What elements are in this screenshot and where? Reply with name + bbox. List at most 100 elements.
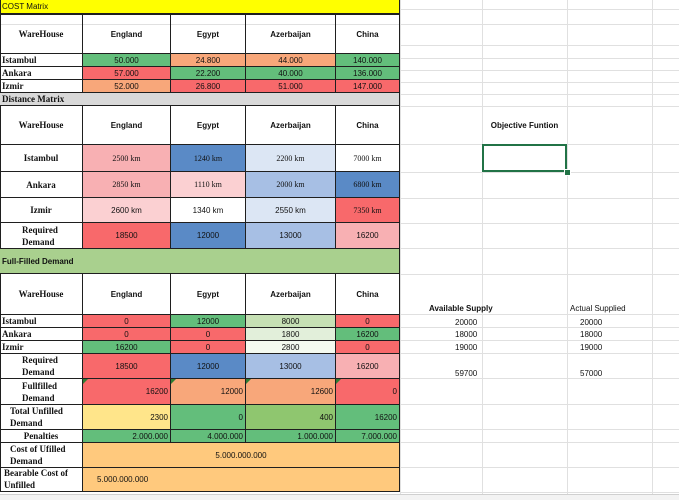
fulfilled-required-label[interactable]: Required Demand bbox=[0, 354, 83, 379]
distance-cell[interactable]: 2550 km bbox=[246, 198, 336, 223]
cost-cell[interactable]: 140.000 bbox=[336, 54, 400, 67]
fulfilled-row-label[interactable]: Ankara bbox=[0, 328, 83, 341]
distance-required-cell[interactable]: 13000 bbox=[246, 223, 336, 249]
distance-header-england[interactable]: England bbox=[83, 106, 171, 145]
fulfilled-required-cell[interactable]: 12000 bbox=[171, 354, 246, 379]
fulfilled-cell[interactable]: 8000 bbox=[246, 315, 336, 328]
unfilled-demand-cell[interactable]: 400 bbox=[246, 405, 336, 430]
fulfilled-header-china[interactable]: China bbox=[336, 274, 400, 315]
distance-cell[interactable]: 2850 km bbox=[83, 172, 171, 198]
distance-header-warehouse[interactable]: WareHouse bbox=[0, 106, 83, 145]
cost-cell[interactable]: 22.200 bbox=[171, 67, 246, 80]
actual-supplied-label[interactable]: Actual Supplied bbox=[570, 304, 626, 313]
distance-row-label[interactable]: Istambul bbox=[0, 145, 83, 172]
fulfilled-cell[interactable]: 0 bbox=[171, 341, 246, 354]
distance-header-egypt[interactable]: Egypt bbox=[171, 106, 246, 145]
distance-required-cell[interactable]: 18500 bbox=[83, 223, 171, 249]
fullfilled-demand-cell[interactable]: 12000 bbox=[171, 379, 246, 405]
fulfilled-cell[interactable]: 0 bbox=[336, 315, 400, 328]
available-supply-total[interactable]: 59700 bbox=[455, 369, 478, 378]
fulfilled-cell[interactable]: 0 bbox=[171, 328, 246, 341]
bearable-cost-label[interactable]: Bearable Cost of Unfilled bbox=[0, 468, 83, 492]
penalties-cell[interactable]: 7.000.000 bbox=[336, 430, 400, 443]
available-supply-value[interactable]: 20000 bbox=[455, 318, 478, 327]
fulfilled-cell[interactable]: 0 bbox=[83, 328, 171, 341]
fulfilled-row-label[interactable]: Izmir bbox=[0, 341, 83, 354]
distance-cell[interactable]: 2500 km bbox=[83, 145, 171, 172]
objective-function-label[interactable]: Objective Funtion bbox=[490, 121, 559, 130]
cost-cell[interactable]: 136.000 bbox=[336, 67, 400, 80]
cost-cell[interactable]: 40.000 bbox=[246, 67, 336, 80]
unfilled-demand-label[interactable]: Total Unfilled Demand bbox=[0, 405, 83, 430]
distance-header-china[interactable]: China bbox=[336, 106, 400, 145]
cost-row-label[interactable]: Izmir bbox=[0, 80, 83, 93]
actual-supplied-total[interactable]: 57000 bbox=[580, 369, 603, 378]
distance-cell[interactable]: 1340 km bbox=[171, 198, 246, 223]
distance-required-label[interactable]: Required Demand bbox=[0, 223, 83, 249]
available-supply-value[interactable]: 19000 bbox=[455, 343, 478, 352]
horizontal-scrollbar[interactable] bbox=[0, 494, 679, 500]
fulfilled-header-azerbaijan[interactable]: Azerbaijan bbox=[246, 274, 336, 315]
fullfilled-demand-cell[interactable]: 12600 bbox=[246, 379, 336, 405]
cost-header-azerbaijan[interactable]: Azerbaijan bbox=[246, 15, 336, 54]
distance-cell[interactable]: 2600 km bbox=[83, 198, 171, 223]
fullfilled-demand-cell[interactable]: 0 bbox=[336, 379, 400, 405]
fulfilled-header-warehouse[interactable]: WareHouse bbox=[0, 274, 83, 315]
cost-cell[interactable]: 147.000 bbox=[336, 80, 400, 93]
actual-supplied-value[interactable]: 20000 bbox=[580, 318, 603, 327]
fulfilled-cell[interactable]: 0 bbox=[83, 315, 171, 328]
penalties-label[interactable]: Penalties bbox=[0, 430, 83, 443]
cost-cell[interactable]: 51.000 bbox=[246, 80, 336, 93]
distance-row-label[interactable]: Ankara bbox=[0, 172, 83, 198]
cost-unfilled-value[interactable]: 5.000.000.000 bbox=[83, 443, 400, 468]
cost-cell[interactable]: 57.000 bbox=[83, 67, 171, 80]
fullfilled-demand-cell[interactable]: 16200 bbox=[83, 379, 171, 405]
distance-matrix-title[interactable]: Distance Matrix bbox=[0, 93, 400, 106]
fulfilled-header-egypt[interactable]: Egypt bbox=[171, 274, 246, 315]
cost-row-label[interactable]: Ankara bbox=[0, 67, 83, 80]
penalties-cell[interactable]: 1.000.000 bbox=[246, 430, 336, 443]
distance-cell[interactable]: 6800 km bbox=[336, 172, 400, 198]
fulfilled-cell[interactable]: 16200 bbox=[336, 328, 400, 341]
cost-row-label[interactable]: Istambul bbox=[0, 54, 83, 67]
actual-supplied-value[interactable]: 18000 bbox=[580, 330, 603, 339]
fulfilled-header-england[interactable]: England bbox=[83, 274, 171, 315]
cost-cell[interactable]: 26.800 bbox=[171, 80, 246, 93]
cost-header-warehouse[interactable]: WareHouse bbox=[0, 15, 83, 54]
cost-unfilled-label[interactable]: Cost of Ufilled Demand bbox=[0, 443, 83, 468]
fill-handle[interactable] bbox=[564, 169, 571, 176]
penalties-cell[interactable]: 2.000.000 bbox=[83, 430, 171, 443]
bearable-cost-value[interactable]: 5.000.000.000 bbox=[83, 468, 400, 492]
distance-required-cell[interactable]: 12000 bbox=[171, 223, 246, 249]
distance-cell[interactable]: 1240 km bbox=[171, 145, 246, 172]
fulfilled-required-cell[interactable]: 13000 bbox=[246, 354, 336, 379]
distance-cell[interactable]: 7000 km bbox=[336, 145, 400, 172]
available-supply-value[interactable]: 18000 bbox=[455, 330, 478, 339]
fulfilled-title[interactable]: Full-Filled Demand bbox=[0, 249, 400, 274]
fulfilled-cell[interactable]: 12000 bbox=[171, 315, 246, 328]
cost-header-egypt[interactable]: Egypt bbox=[171, 15, 246, 54]
distance-cell[interactable]: 7350 km bbox=[336, 198, 400, 223]
fulfilled-cell[interactable]: 1800 bbox=[246, 328, 336, 341]
cost-cell[interactable]: 24.800 bbox=[171, 54, 246, 67]
distance-cell[interactable]: 1110 km bbox=[171, 172, 246, 198]
unfilled-demand-cell[interactable]: 2300 bbox=[83, 405, 171, 430]
cost-header-china[interactable]: China bbox=[336, 15, 400, 54]
distance-required-cell[interactable]: 16200 bbox=[336, 223, 400, 249]
available-supply-label[interactable]: Available Supply bbox=[429, 304, 493, 313]
objective-function-cell-selected[interactable] bbox=[482, 144, 567, 172]
cost-matrix-title[interactable]: COST Matrix bbox=[0, 0, 400, 14]
distance-row-label[interactable]: Izmir bbox=[0, 198, 83, 223]
unfilled-demand-cell[interactable]: 16200 bbox=[336, 405, 400, 430]
distance-header-azerbaijan[interactable]: Azerbaijan bbox=[246, 106, 336, 145]
distance-cell[interactable]: 2200 km bbox=[246, 145, 336, 172]
fullfilled-demand-label[interactable]: Fullfilled Demand bbox=[0, 379, 83, 405]
cost-cell[interactable]: 44.000 bbox=[246, 54, 336, 67]
fulfilled-cell[interactable]: 16200 bbox=[83, 341, 171, 354]
distance-cell[interactable]: 2000 km bbox=[246, 172, 336, 198]
cost-header-england[interactable]: England bbox=[83, 15, 171, 54]
actual-supplied-value[interactable]: 19000 bbox=[580, 343, 603, 352]
cost-cell[interactable]: 52.000 bbox=[83, 80, 171, 93]
cost-cell[interactable]: 50.000 bbox=[83, 54, 171, 67]
